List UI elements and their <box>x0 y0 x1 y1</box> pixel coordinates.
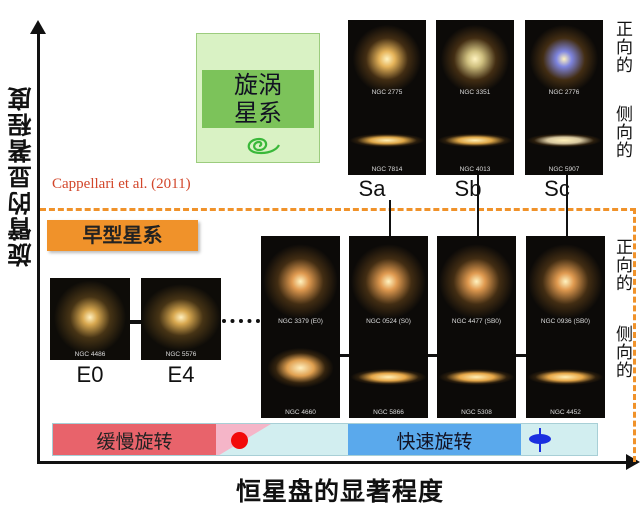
galaxy-id: NGC 4452 <box>550 409 581 416</box>
face-on-image: NGC 3379 (E0) <box>261 236 340 327</box>
connector-s0a-s0b <box>427 354 437 357</box>
face-on-image: NGC 4477 (SB0) <box>437 236 516 327</box>
galaxy-id: NGC 5866 <box>373 409 404 416</box>
galaxy-id: NGC 3351 <box>459 88 491 96</box>
image: NGC 4486 <box>50 278 130 360</box>
connector-sb-s0b <box>477 175 479 237</box>
type-label-sc: Sc <box>544 176 570 201</box>
disk-axis-icon <box>539 428 541 452</box>
early-type-label: 早型星系 <box>47 220 198 251</box>
face-on-image: NGC 3351 <box>436 20 514 98</box>
galaxy-id: NGC 0524 (S0) <box>366 318 411 325</box>
citation: Cappellari et al. (2011) <box>52 176 191 192</box>
round-dot-icon <box>231 432 248 449</box>
spiral-galaxy-box: 旋涡星系 <box>196 33 320 163</box>
galaxy-id: NGC 4013 <box>459 166 491 173</box>
rotation-bar: 缓慢旋转 快速旋转 <box>52 423 598 456</box>
edge-on-label-bottom: 侧向的 <box>612 325 632 379</box>
face-on-image: NGC 2775 <box>348 20 426 98</box>
galaxy-sb: NGC 3351 NGC 4013 <box>436 20 514 175</box>
galaxy-id: NGC 4477 (SB0) <box>451 318 502 325</box>
face-on-image: NGC 2776 <box>525 20 603 98</box>
edge-on-image: NGC 4013 <box>436 97 514 175</box>
edge-on-image: NGC 4452 <box>526 327 605 418</box>
fast-rotation-label: 快速旋转 <box>396 431 473 453</box>
x-axis-label: 恒星盘的显著程度 <box>235 477 444 506</box>
y-axis <box>37 30 40 464</box>
type-label-e0: E0 <box>76 362 104 387</box>
face-on-image: NGC 0936 (SB0) <box>526 236 605 327</box>
face-on-label-bottom: 正向的 <box>612 238 632 292</box>
type-label-e4: E4 <box>167 362 195 387</box>
early-type-region <box>40 208 636 462</box>
edge-on-image: NGC 5866 <box>349 327 428 418</box>
connector-e5-s0a <box>340 354 349 357</box>
edge-on-image: NGC 5308 <box>437 327 516 418</box>
y-axis-label: 旋臂的显著程度 <box>8 85 36 267</box>
galaxy-sc: NGC 2776 NGC 5907 <box>525 20 603 175</box>
galaxy-e4: NGC 5576 <box>141 278 221 360</box>
galaxy-s0c: NGC 0936 (SB0) NGC 4452 <box>526 236 605 418</box>
connector-sa-s0a <box>389 200 391 237</box>
galaxy-id: NGC 2775 <box>371 88 403 96</box>
galaxy-id: NGC 2776 <box>548 88 580 96</box>
x-axis-arrow <box>626 454 640 470</box>
galaxy-e5: NGC 3379 (E0) NGC 4660 <box>261 236 340 418</box>
galaxy-id: NGC 5576 <box>165 351 197 358</box>
connector-s0b-s0c <box>516 354 526 357</box>
connector-e0-e4 <box>130 320 141 324</box>
galaxy-sa: NGC 2775 NGC 7814 <box>348 20 426 175</box>
galaxy-id: NGC 0936 (SB0) <box>540 318 591 325</box>
galaxy-id: NGC 3379 (E0) <box>278 318 323 325</box>
face-on-image: NGC 0524 (S0) <box>349 236 428 327</box>
galaxy-id: NGC 5308 <box>461 409 492 416</box>
connector-sc-s0c <box>566 175 568 237</box>
type-label-sb: Sb <box>454 176 482 201</box>
edge-on-image: NGC 5907 <box>525 97 603 175</box>
galaxy-id: NGC 4660 <box>285 409 316 416</box>
x-axis <box>37 461 629 464</box>
fast-rotation-segment <box>348 424 521 455</box>
spiral-label: 旋涡星系 <box>202 70 314 128</box>
connector-e4-e5-dotted <box>222 319 260 323</box>
galaxy-id: NGC 4486 <box>74 351 106 358</box>
galaxy-s0a: NGC 0524 (S0) NGC 5866 <box>349 236 428 418</box>
edge-on-label-top: 侧向的 <box>612 105 632 159</box>
edge-on-image: NGC 7814 <box>348 97 426 175</box>
galaxy-id: NGC 5907 <box>548 166 580 173</box>
type-label-sa: Sa <box>358 176 386 201</box>
galaxy-id: NGC 7814 <box>371 166 403 173</box>
galaxy-e0: NGC 4486 <box>50 278 130 360</box>
spiral-icon <box>247 137 280 155</box>
face-on-label-top: 正向的 <box>612 20 632 74</box>
edge-on-image: NGC 4660 <box>261 327 340 418</box>
slow-rotation-segment <box>53 424 216 455</box>
slow-rotation-label: 缓慢旋转 <box>96 431 173 453</box>
image: NGC 5576 <box>141 278 221 360</box>
y-axis-arrow <box>30 20 46 34</box>
galaxy-s0b: NGC 4477 (SB0) NGC 5308 <box>437 236 516 418</box>
